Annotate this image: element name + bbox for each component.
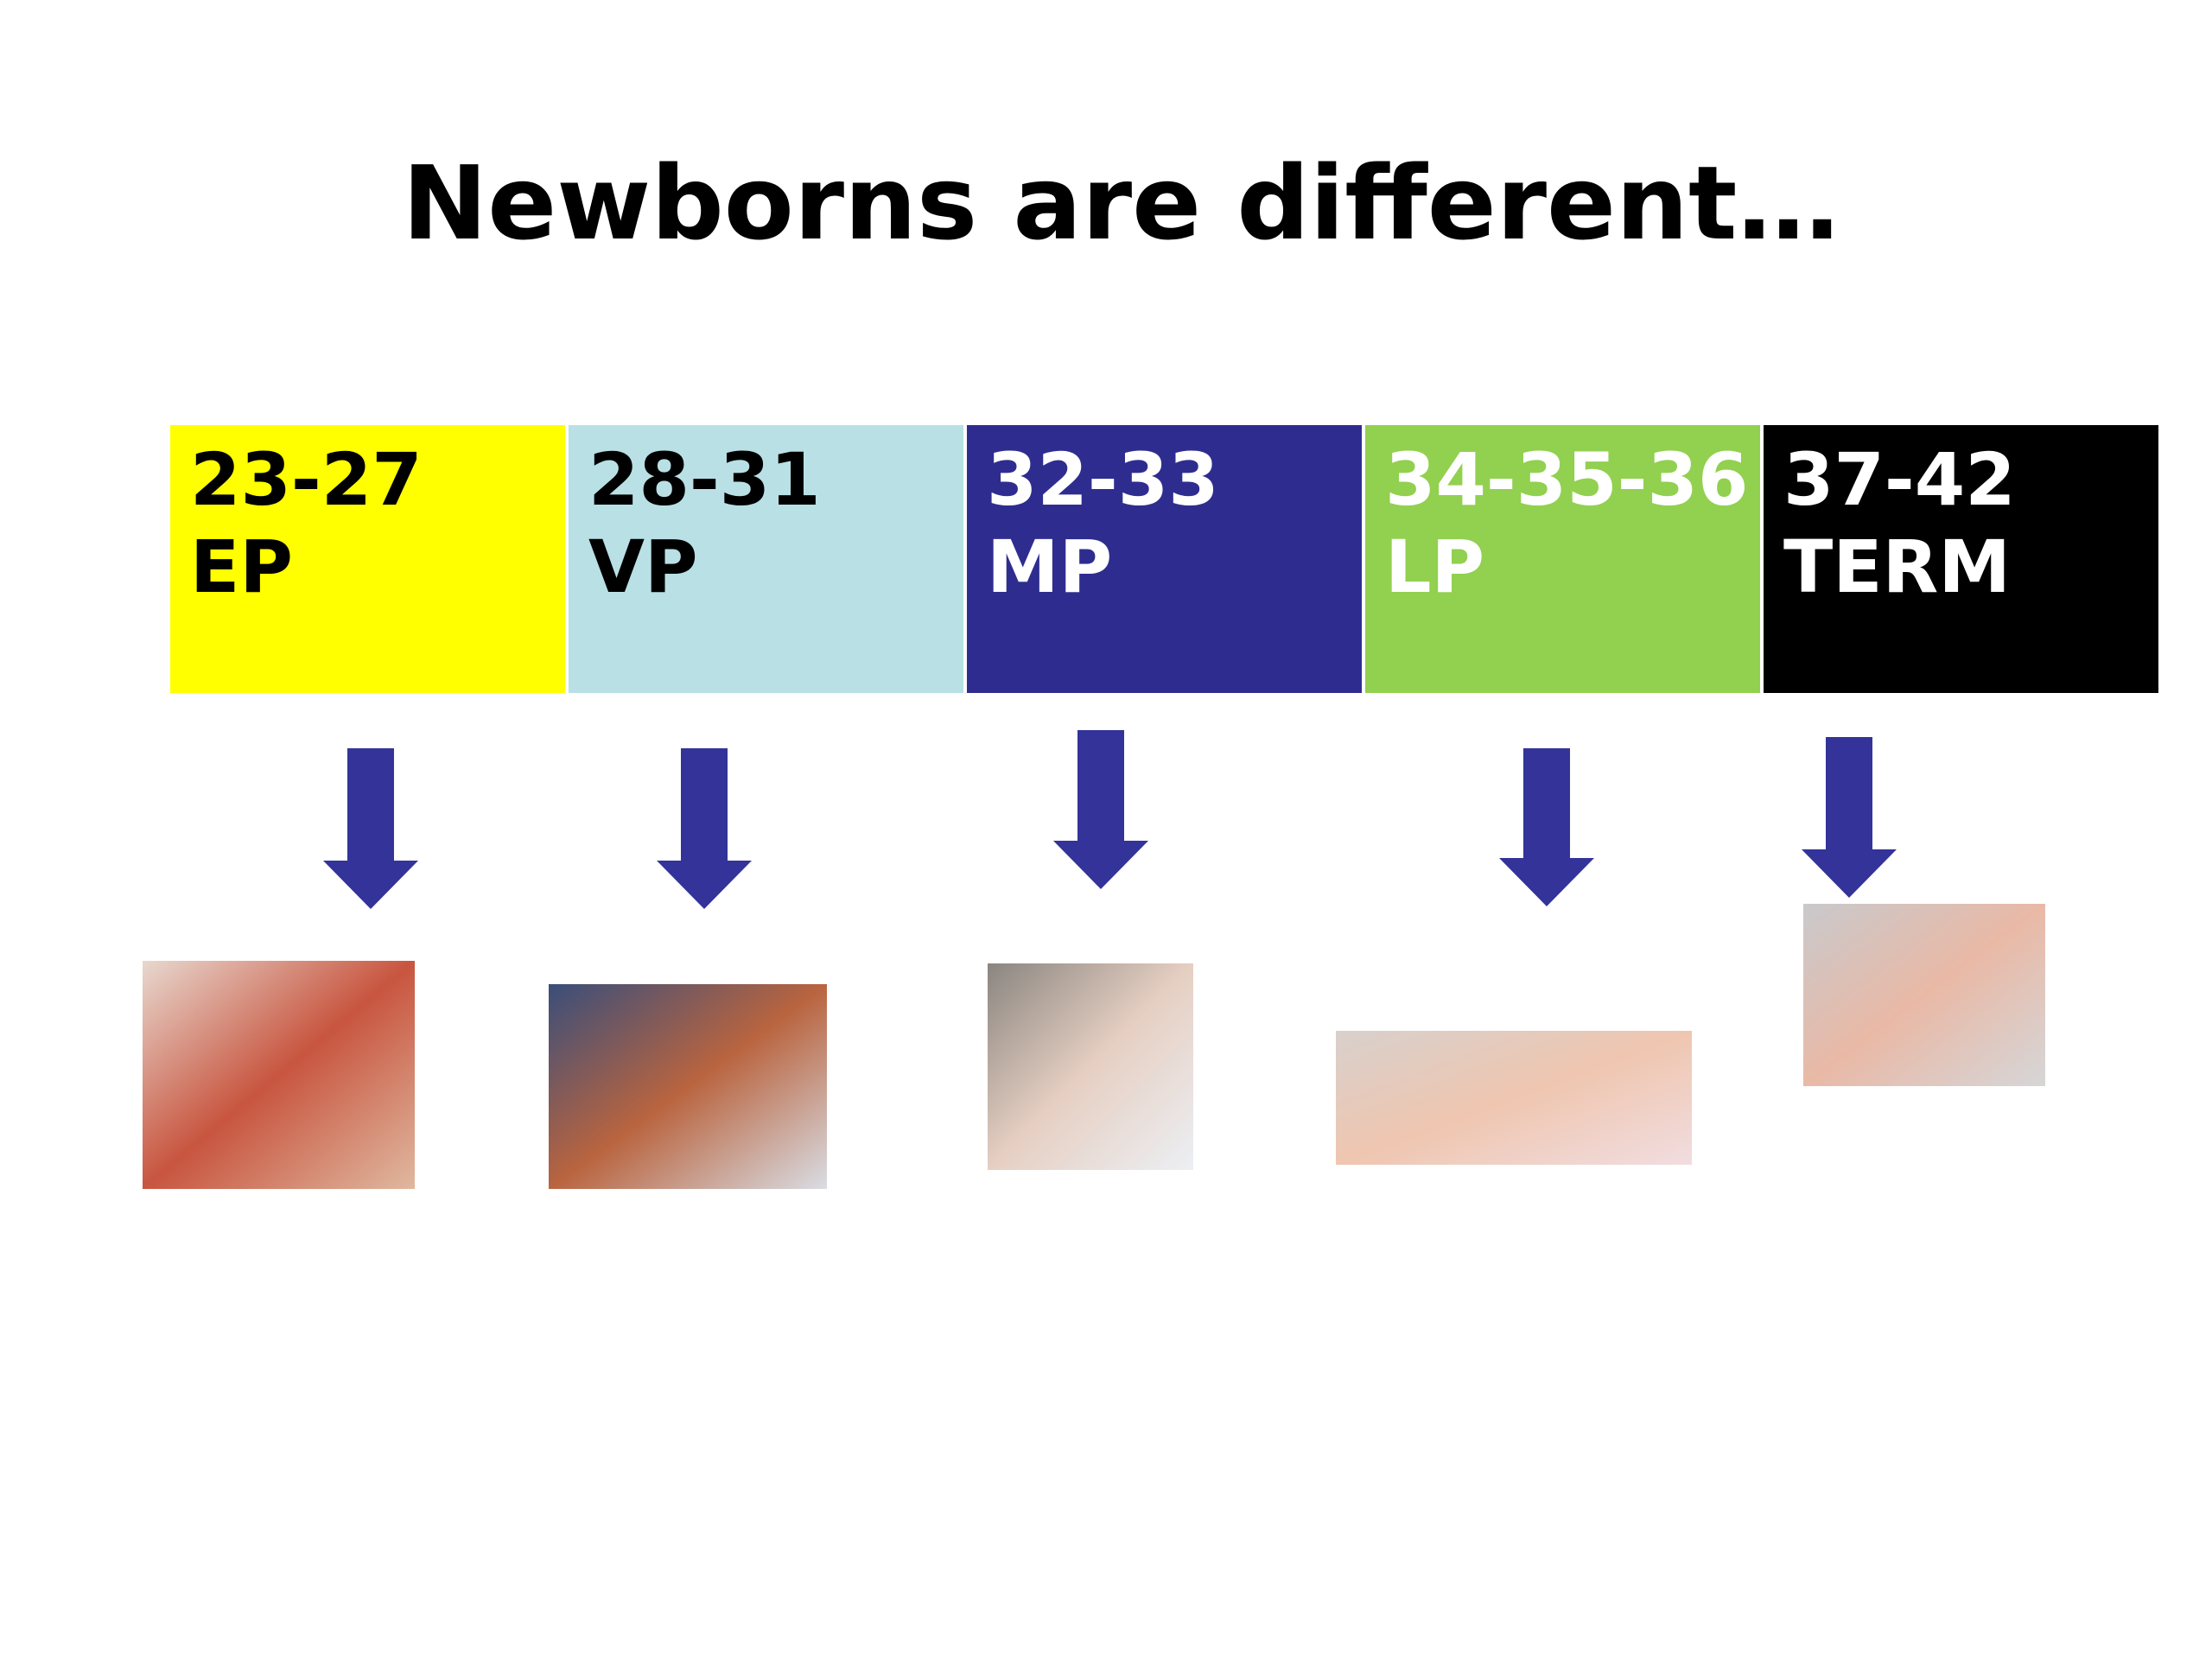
photo [143, 961, 415, 1189]
stage-box [967, 425, 1362, 693]
arrow [1802, 737, 1897, 898]
stage-range: 34-35-36 [1385, 437, 1748, 522]
slide-title: Newborns are different… [403, 143, 1840, 263]
stage-label: TERM [1783, 524, 2011, 609]
stage-label: MP [987, 524, 1112, 609]
photo [988, 963, 1193, 1170]
stage-range: 37-42 [1783, 437, 2016, 522]
stage-box [569, 425, 963, 693]
arrow [1499, 748, 1594, 906]
stage-range: 23-27 [190, 437, 423, 522]
stage-box [1764, 425, 2158, 693]
stage-label: LP [1385, 524, 1484, 609]
photo [1336, 1031, 1692, 1165]
stage-range: 28-31 [588, 437, 821, 522]
stage-box [170, 425, 565, 693]
stage-range: 32-33 [987, 437, 1219, 522]
stage-label: EP [190, 524, 293, 609]
photo [1803, 904, 2045, 1086]
stage-label: VP [588, 524, 698, 609]
arrow [323, 748, 418, 909]
photo [549, 984, 827, 1189]
stage-box [1365, 425, 1760, 693]
arrow [657, 748, 752, 909]
arrow [1053, 730, 1148, 889]
